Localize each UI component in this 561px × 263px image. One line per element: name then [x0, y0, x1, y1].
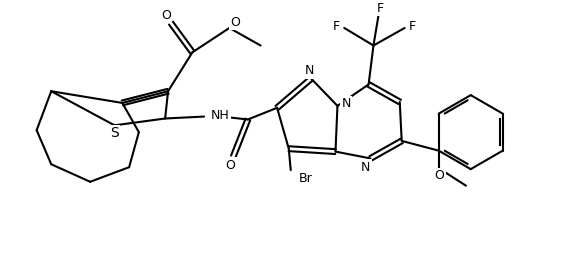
Text: N: N [305, 64, 314, 77]
Text: O: O [226, 159, 235, 172]
Text: N: N [342, 97, 351, 110]
Text: F: F [409, 19, 416, 33]
Text: O: O [231, 16, 240, 29]
Text: S: S [110, 126, 119, 140]
Text: N: N [361, 161, 370, 174]
Text: F: F [377, 2, 384, 15]
Text: Br: Br [298, 172, 312, 185]
Text: NH: NH [211, 109, 229, 122]
Text: F: F [333, 19, 340, 33]
Text: O: O [435, 169, 445, 183]
Text: O: O [161, 9, 171, 22]
